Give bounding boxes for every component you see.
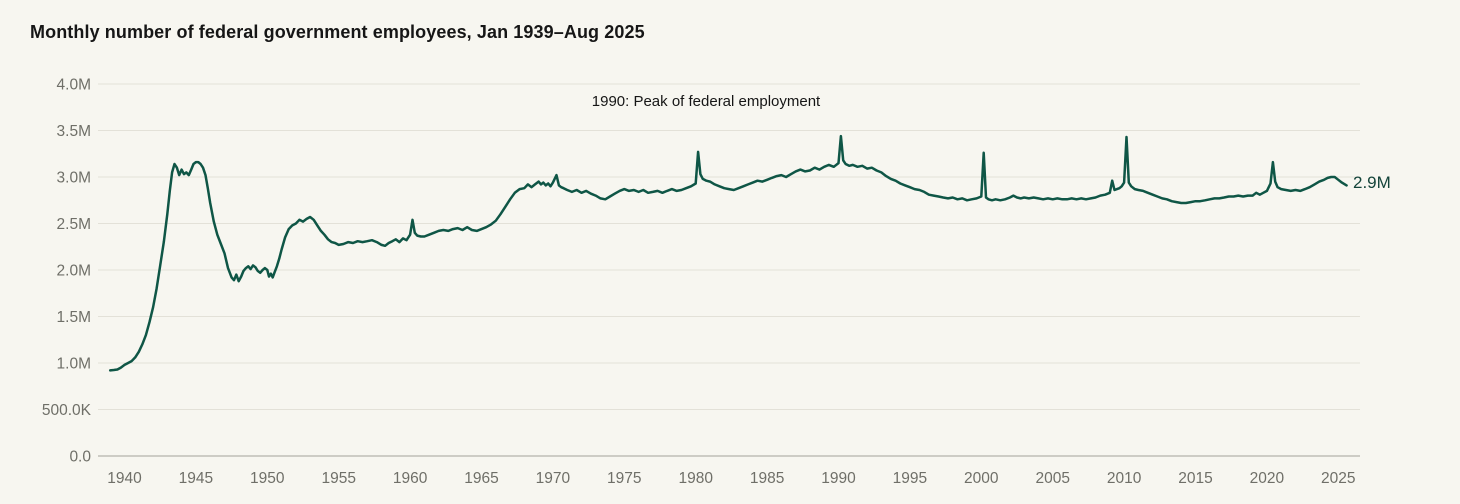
- x-tick-label-2010: 2010: [1107, 470, 1142, 487]
- chart-title: Monthly number of federal government emp…: [30, 22, 645, 42]
- x-tick-label-2000: 2000: [964, 470, 999, 487]
- x-tick-label-1990: 1990: [821, 470, 856, 487]
- x-tick-label-1960: 1960: [393, 470, 428, 487]
- y-tick-label-500.0K: 500.0K: [42, 402, 92, 419]
- y-tick-label-2.5M: 2.5M: [57, 216, 91, 233]
- series-end-value-label: 2.9M: [1353, 173, 1391, 192]
- y-tick-label-1.5M: 1.5M: [57, 309, 91, 326]
- x-tick-label-1955: 1955: [321, 470, 355, 487]
- y-tick-label-4.0M: 4.0M: [57, 77, 91, 94]
- y-tick-label-0.0: 0.0: [69, 449, 91, 466]
- peak-annotation: 1990: Peak of federal employment: [591, 93, 821, 110]
- x-tick-label-1965: 1965: [464, 470, 498, 487]
- x-tick-label-1995: 1995: [893, 470, 927, 487]
- employment-line-series: [108, 134, 1348, 372]
- x-tick-label-2025: 2025: [1321, 470, 1355, 487]
- x-tick-label-2020: 2020: [1250, 470, 1285, 487]
- x-tick-label-1970: 1970: [536, 470, 571, 487]
- y-tick-label-3.5M: 3.5M: [57, 123, 91, 140]
- x-tick-label-2015: 2015: [1178, 470, 1212, 487]
- x-tick-label-1985: 1985: [750, 470, 784, 487]
- x-tick-label-1940: 1940: [107, 470, 142, 487]
- x-tick-label-1945: 1945: [179, 470, 213, 487]
- y-tick-label-3.0M: 3.0M: [57, 170, 91, 187]
- x-tick-label-2005: 2005: [1035, 470, 1069, 487]
- y-tick-label-2.0M: 2.0M: [57, 263, 91, 280]
- x-tick-label-1980: 1980: [678, 470, 713, 487]
- y-tick-label-1.0M: 1.0M: [57, 356, 91, 373]
- x-tick-label-1975: 1975: [607, 470, 641, 487]
- x-tick-label-1950: 1950: [250, 470, 285, 487]
